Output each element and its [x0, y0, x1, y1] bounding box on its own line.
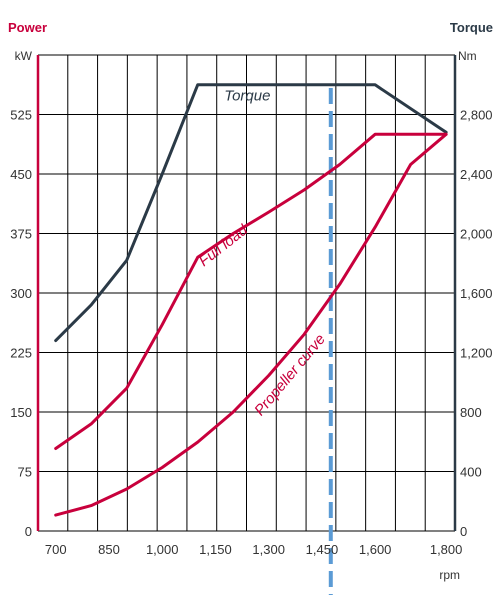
right-tick-label: 2,000: [460, 227, 493, 242]
right-tick-label: 400: [460, 465, 482, 480]
x-tick-label: 1,450: [306, 542, 339, 557]
left-tick-label: 0: [25, 524, 32, 539]
left-tick-label: 225: [10, 346, 32, 361]
right-tick-label: 1,600: [460, 286, 493, 301]
x-tick-label: 1,800: [430, 542, 463, 557]
left-tick-label: 375: [10, 227, 32, 242]
propeller-curve-label: Propeller curve: [251, 331, 329, 419]
right-tick-label: 2,800: [460, 108, 493, 123]
full-load-label: Full load: [196, 221, 252, 270]
left-axis-title: Power: [8, 20, 47, 35]
right-axis-title: Torque: [450, 20, 493, 35]
axes: [36, 55, 457, 531]
right-tick-label: 0: [460, 524, 467, 539]
left-tick-label: 450: [10, 167, 32, 182]
left-tick-label: 525: [10, 108, 32, 123]
left-tick-label: 75: [18, 465, 32, 480]
full-load-line: [54, 132, 448, 450]
x-tick-label: 1,300: [252, 542, 285, 557]
left-tick-label: 300: [10, 286, 32, 301]
x-tick-label: 700: [45, 542, 67, 557]
series-labels: Torque Full load Propeller curve: [196, 87, 329, 419]
right-tick-label: 1,200: [460, 346, 493, 361]
left-tick-label: 150: [10, 405, 32, 420]
right-tick-label: 800: [460, 405, 482, 420]
x-tick-label: 1,150: [199, 542, 232, 557]
propeller-curve-line: [54, 132, 448, 517]
torque-label: Torque: [224, 87, 270, 104]
tick-labels: 0 75 150 225 300 375 450 525 0 400 800 1,200 1,600 2,…: [10, 108, 492, 558]
x-tick-label: 1,000: [146, 542, 179, 557]
series-layer: [54, 83, 448, 517]
x-tick-label: 1,600: [359, 542, 392, 557]
grid: [37, 54, 456, 532]
right-tick-label: 2,400: [460, 167, 493, 182]
torque-line: [54, 83, 448, 343]
x-unit-label: rpm: [439, 568, 460, 582]
right-unit-label: Nm: [458, 49, 477, 63]
left-unit-label: kW: [15, 49, 33, 63]
x-tick-label: 850: [98, 542, 120, 557]
